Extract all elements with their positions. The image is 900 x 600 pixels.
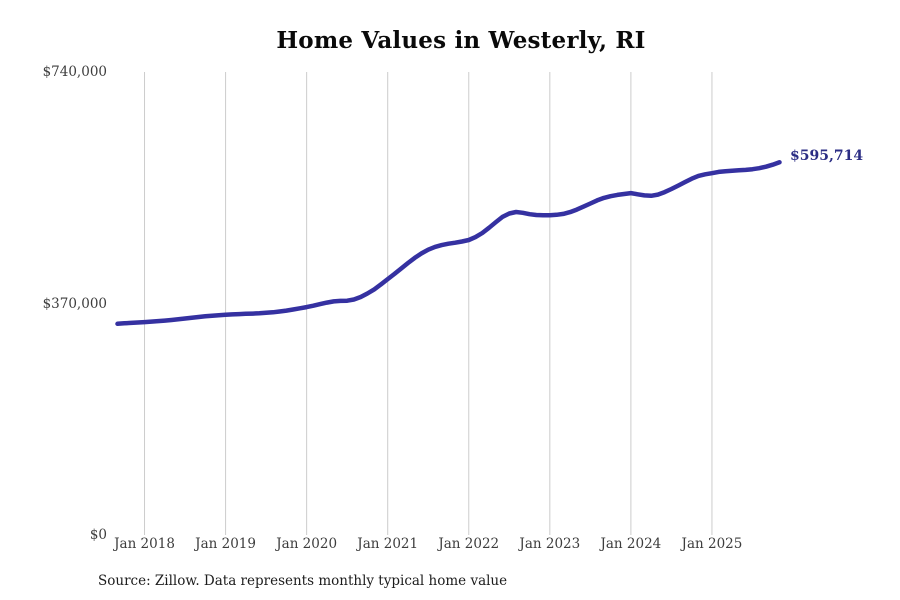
- x-tick-label: Jan 2025: [681, 536, 743, 552]
- home-value-line: [115, 160, 782, 327]
- y-tick-label: $0: [89, 527, 107, 543]
- chart-title: Home Values in Westerly, RI: [276, 27, 646, 54]
- x-tick-label: Jan 2023: [519, 536, 581, 552]
- x-tick-label: Jan 2019: [195, 536, 256, 552]
- y-tick-label: $370,000: [42, 295, 107, 312]
- x-tick-label: Jan 2020: [276, 536, 338, 552]
- y-tick-label: $740,000: [42, 64, 107, 80]
- x-tick-label: Jan 2024: [600, 536, 662, 552]
- gridlines: [144, 72, 713, 535]
- x-tick-label: Jan 2018: [114, 536, 175, 552]
- x-tick-label: Jan 2022: [438, 536, 500, 552]
- x-tick-label: Jan 2021: [357, 536, 419, 552]
- source-note: Source: Zillow. Data represents monthly …: [98, 573, 508, 589]
- latest-value-label: $595,714: [790, 148, 864, 164]
